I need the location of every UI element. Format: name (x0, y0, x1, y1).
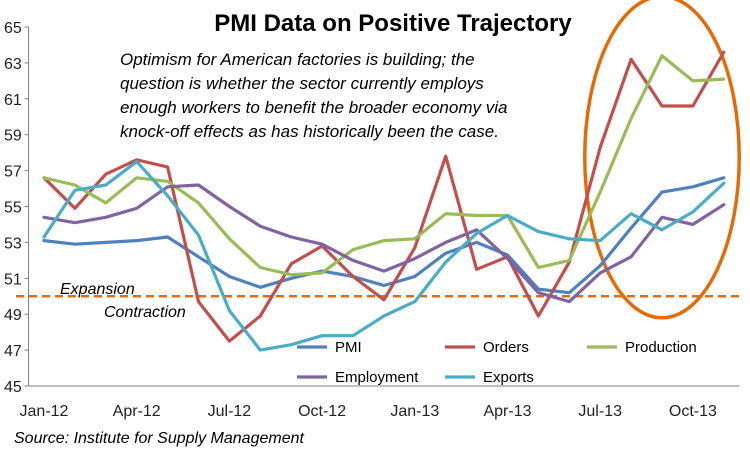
annotation-line: enough workers to benefit the broader ec… (120, 98, 507, 117)
y-tick-label: 55 (4, 200, 22, 217)
x-tick-label: Jan-12 (20, 403, 69, 420)
y-tick-label: 57 (4, 164, 22, 181)
annotation-line: question is whether the sector currently… (120, 74, 484, 93)
y-tick-label: 65 (4, 20, 22, 37)
contraction-label: Contraction (104, 304, 186, 321)
series-line-employment (42, 183, 726, 304)
x-tick-label: Jul-13 (578, 403, 622, 420)
x-tick-label: Apr-12 (113, 403, 161, 420)
series-line-orders (42, 50, 726, 343)
y-tick-label: 59 (4, 128, 22, 145)
y-tick-label: 51 (4, 271, 22, 288)
x-tick-label: Jul-12 (208, 403, 252, 420)
x-tick-label: Oct-12 (298, 403, 346, 420)
highlight-ellipse (583, 0, 741, 320)
y-tick-label: 47 (4, 343, 22, 360)
y-tick-label: 49 (4, 307, 22, 324)
legend-label-production: Production (625, 339, 697, 356)
x-tick-label: Apr-13 (483, 403, 531, 420)
legend: PMI Orders Production Employment Exports (297, 339, 697, 386)
y-tick-label: 45 (4, 379, 22, 396)
annotation-line: Optimism for American factories is build… (120, 50, 475, 69)
annotation-text: Optimism for American factories is build… (120, 50, 507, 141)
expansion-label: Expansion (60, 281, 135, 298)
annotation-line: knock-off effects as has historically be… (120, 122, 499, 141)
x-tick-label: Oct-13 (669, 403, 717, 420)
series-line-production (42, 54, 726, 277)
x-tick-label: Jan-13 (390, 403, 439, 420)
chart-title: PMI Data on Positive Trajectory (214, 10, 572, 37)
legend-label-pmi: PMI (335, 339, 362, 356)
legend-label-exports: Exports (483, 369, 534, 386)
y-tick-label: 53 (4, 235, 22, 252)
legend-label-orders: Orders (483, 339, 529, 356)
series-line-pmi (42, 176, 726, 295)
source-note: Source: Institute for Supply Management (14, 430, 304, 447)
series-line-exports (42, 160, 726, 352)
y-tick-label: 61 (4, 92, 22, 109)
y-tick-label: 63 (4, 56, 22, 73)
legend-label-employment: Employment (335, 369, 419, 386)
